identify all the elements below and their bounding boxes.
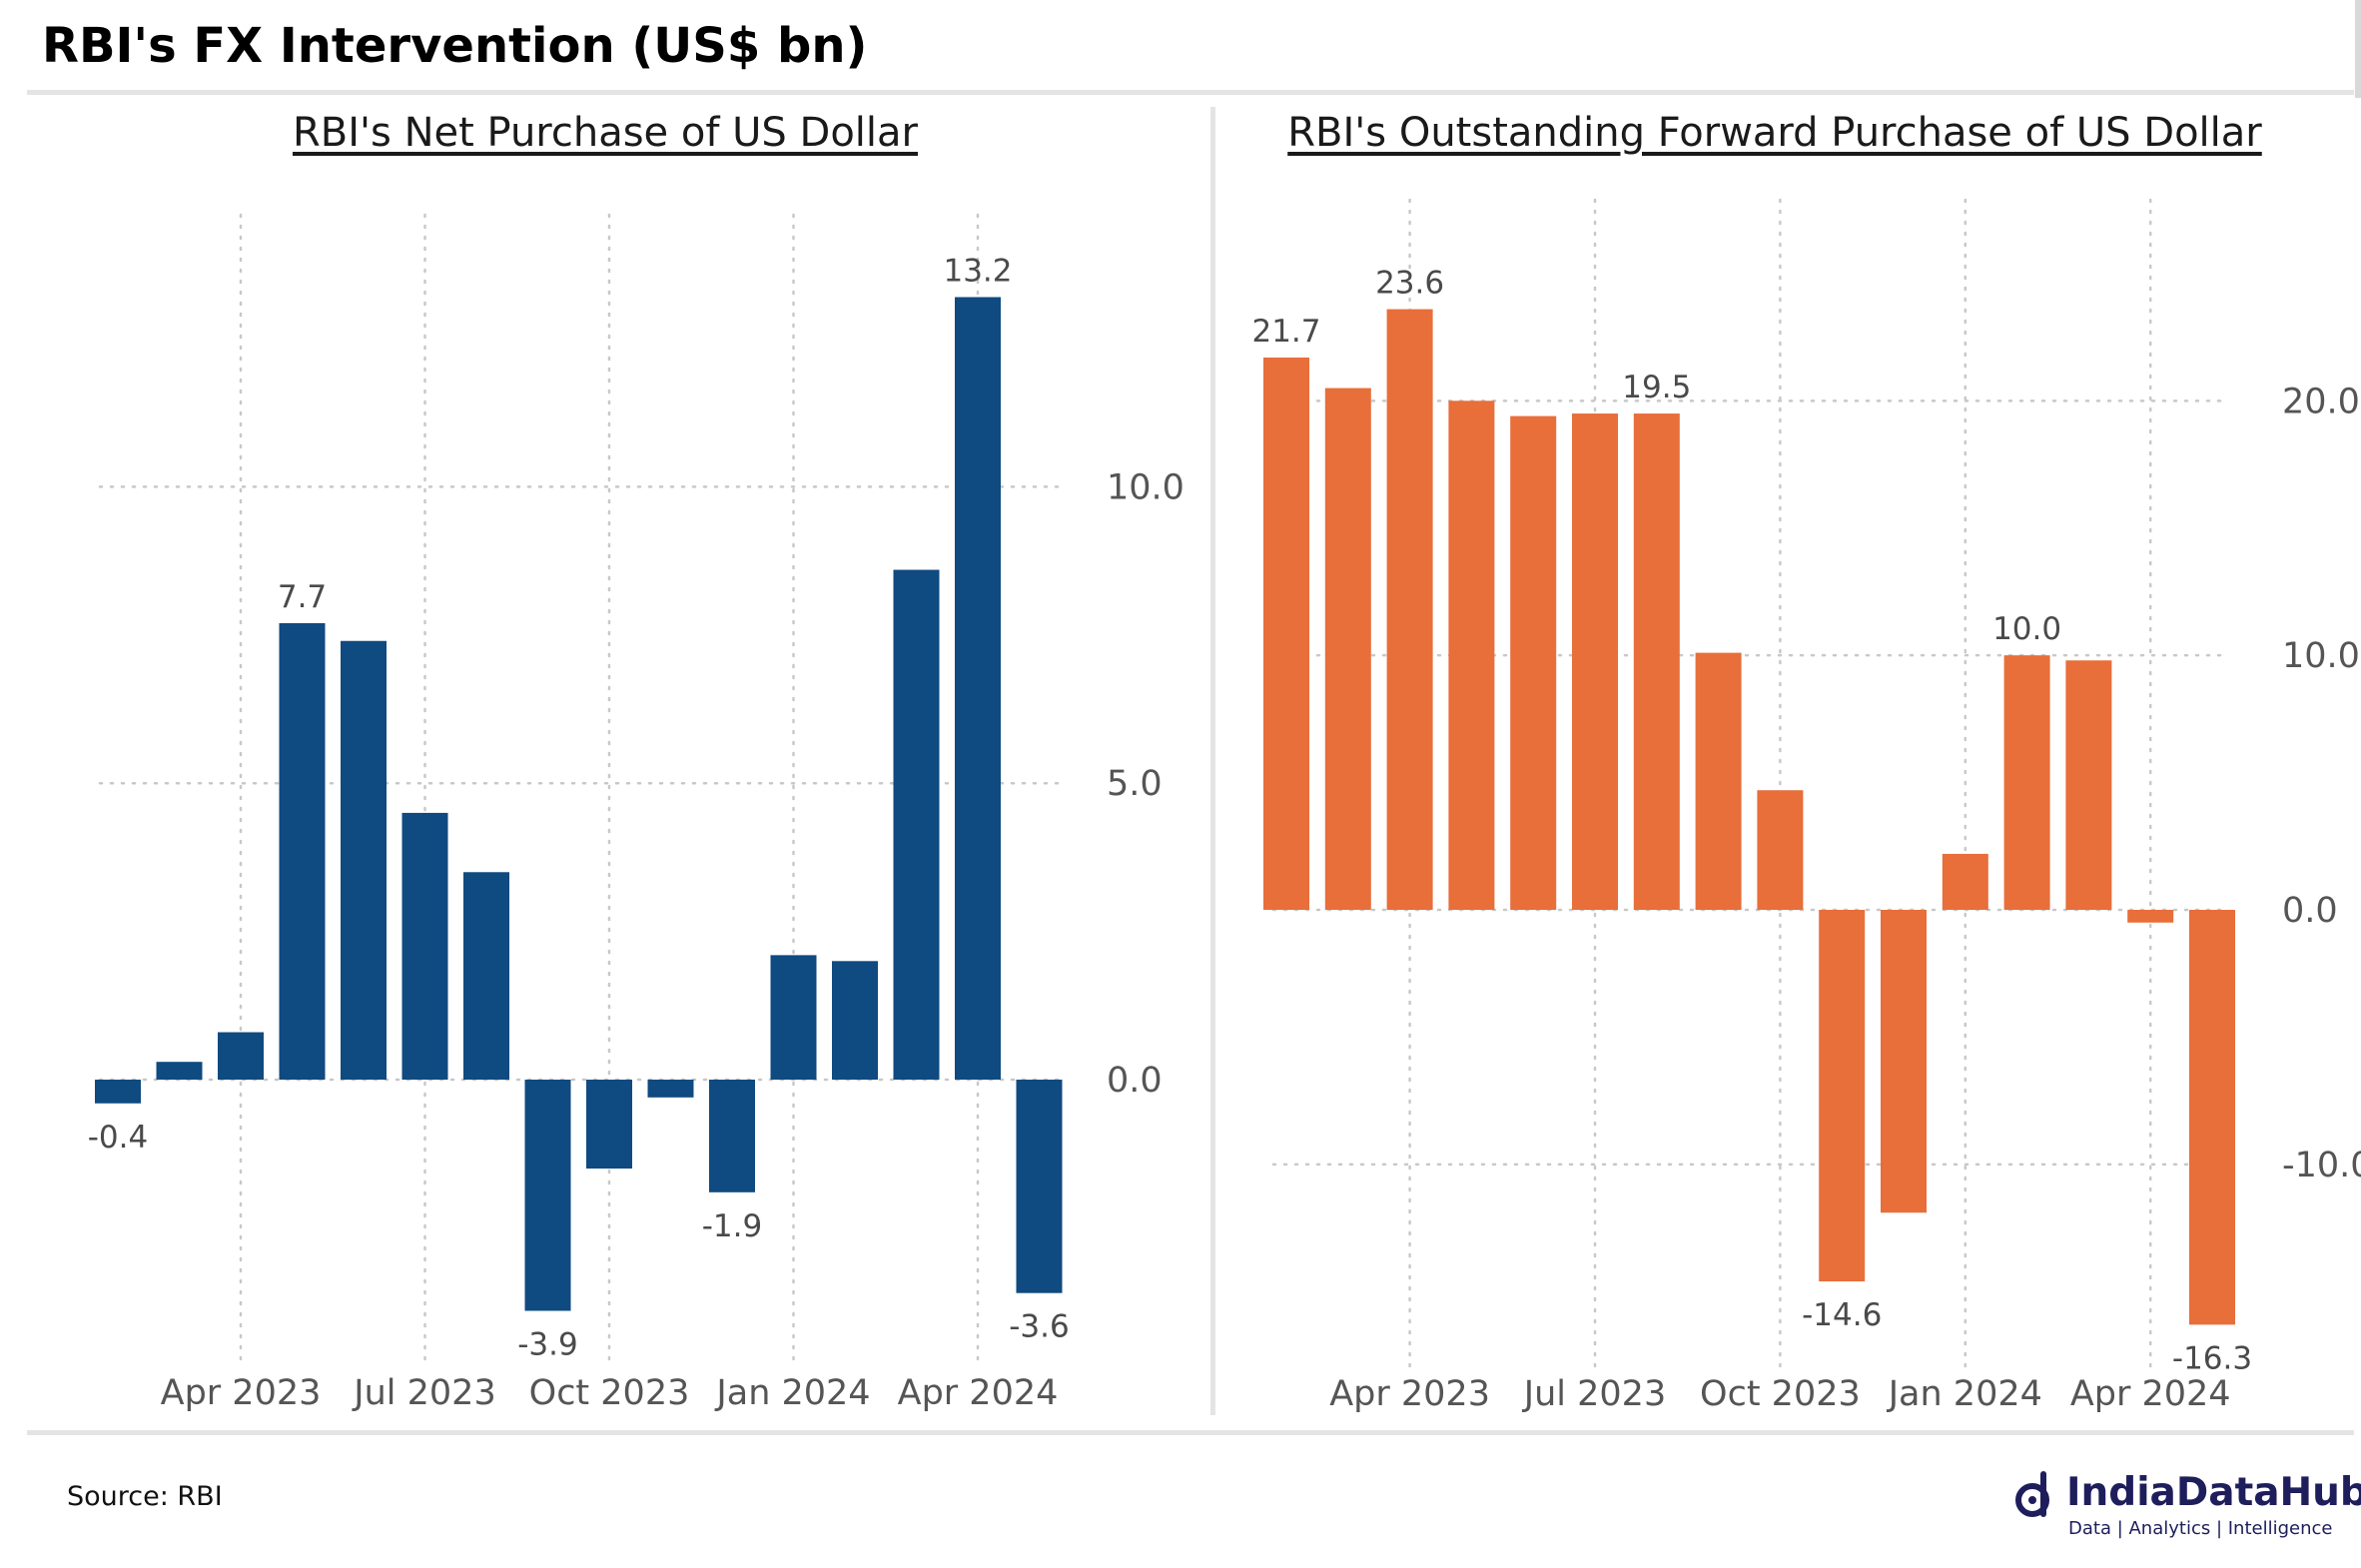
y-tick-label: 20.0 <box>2282 382 2360 421</box>
x-tick-label: Jul 2023 <box>352 1373 495 1413</box>
bar <box>401 812 448 1081</box>
data-label: 23.6 <box>1375 266 1444 302</box>
bar <box>95 1080 141 1104</box>
bar <box>1386 309 1433 910</box>
bar <box>341 640 387 1081</box>
x-tick-label: Apr 2024 <box>2070 1374 2231 1414</box>
bar <box>156 1062 203 1081</box>
data-label: -16.3 <box>2172 1340 2252 1376</box>
bar <box>218 1032 264 1081</box>
data-label: 10.0 <box>1992 611 2061 647</box>
right-chart-title: RBI's Outstanding Forward Purchase of US… <box>1287 110 2262 156</box>
bar <box>2065 660 2112 910</box>
bar <box>647 1080 694 1098</box>
data-label: -3.6 <box>1009 1309 1070 1345</box>
source-note: Source: RBI <box>67 1481 223 1512</box>
magnifier-logo-icon <box>2015 1471 2049 1517</box>
x-tick-label: Jan 2024 <box>1887 1374 2042 1414</box>
x-tick-label: Oct 2023 <box>529 1373 690 1413</box>
brand-tagline: Data | Analytics | Intelligence <box>2068 1518 2333 1539</box>
bar <box>1942 853 1988 910</box>
data-label: 13.2 <box>943 253 1012 289</box>
bar <box>524 1080 571 1311</box>
bar <box>463 872 509 1081</box>
x-tick-label: Apr 2024 <box>898 1373 1059 1413</box>
bar <box>1016 1080 1063 1293</box>
data-label: -0.4 <box>88 1120 149 1156</box>
x-tick-label: Jul 2023 <box>1522 1374 1666 1414</box>
bar <box>279 622 326 1081</box>
bar <box>1881 910 1927 1213</box>
data-label: 7.7 <box>278 579 327 615</box>
data-label: 21.7 <box>1251 314 1320 350</box>
bar <box>1695 652 1742 910</box>
panel-divider <box>1210 107 1215 1415</box>
bar <box>1510 415 1557 910</box>
bar <box>1324 388 1371 910</box>
y-tick-label: 10.0 <box>2282 636 2360 676</box>
bar <box>1448 400 1495 910</box>
bar <box>709 1080 755 1192</box>
x-tick-label: Oct 2023 <box>1700 1374 1861 1414</box>
left-chart-title: RBI's Net Purchase of US Dollar <box>293 110 918 156</box>
bar <box>1263 358 1309 910</box>
brand-logo: IndiaDataHub Data | Analytics | Intellig… <box>2012 1470 2361 1540</box>
window-edge <box>2355 0 2361 98</box>
page-title: RBI's FX Intervention (US$ bn) <box>42 18 868 74</box>
bar <box>770 955 817 1081</box>
data-label: 19.5 <box>1622 370 1691 405</box>
bar <box>2003 655 2050 910</box>
bar <box>586 1080 632 1170</box>
bottom-divider <box>27 1430 2354 1435</box>
bar <box>955 297 1001 1081</box>
bar <box>832 961 878 1081</box>
y-tick-label: 5.0 <box>1107 764 1163 804</box>
x-tick-label: Apr 2023 <box>161 1373 322 1413</box>
y-tick-label: 0.0 <box>1107 1061 1163 1101</box>
bar <box>1633 413 1680 910</box>
bar <box>1819 910 1866 1282</box>
top-divider <box>27 90 2354 95</box>
data-label: -3.9 <box>517 1327 578 1363</box>
x-tick-label: Jan 2024 <box>714 1373 870 1413</box>
bar <box>1757 790 1804 910</box>
data-label: -1.9 <box>702 1208 763 1244</box>
data-label: -14.6 <box>1802 1297 1882 1333</box>
y-tick-label: 10.0 <box>1107 467 1184 507</box>
bar <box>2127 910 2174 923</box>
bar <box>1572 413 1618 910</box>
bar <box>2189 910 2235 1325</box>
y-tick-label: 0.0 <box>2282 891 2338 931</box>
bar <box>893 569 940 1081</box>
brand-name: IndiaDataHub <box>2066 1470 2361 1515</box>
y-tick-label: -10.0 <box>2282 1146 2361 1185</box>
x-tick-label: Apr 2023 <box>1329 1374 1490 1414</box>
